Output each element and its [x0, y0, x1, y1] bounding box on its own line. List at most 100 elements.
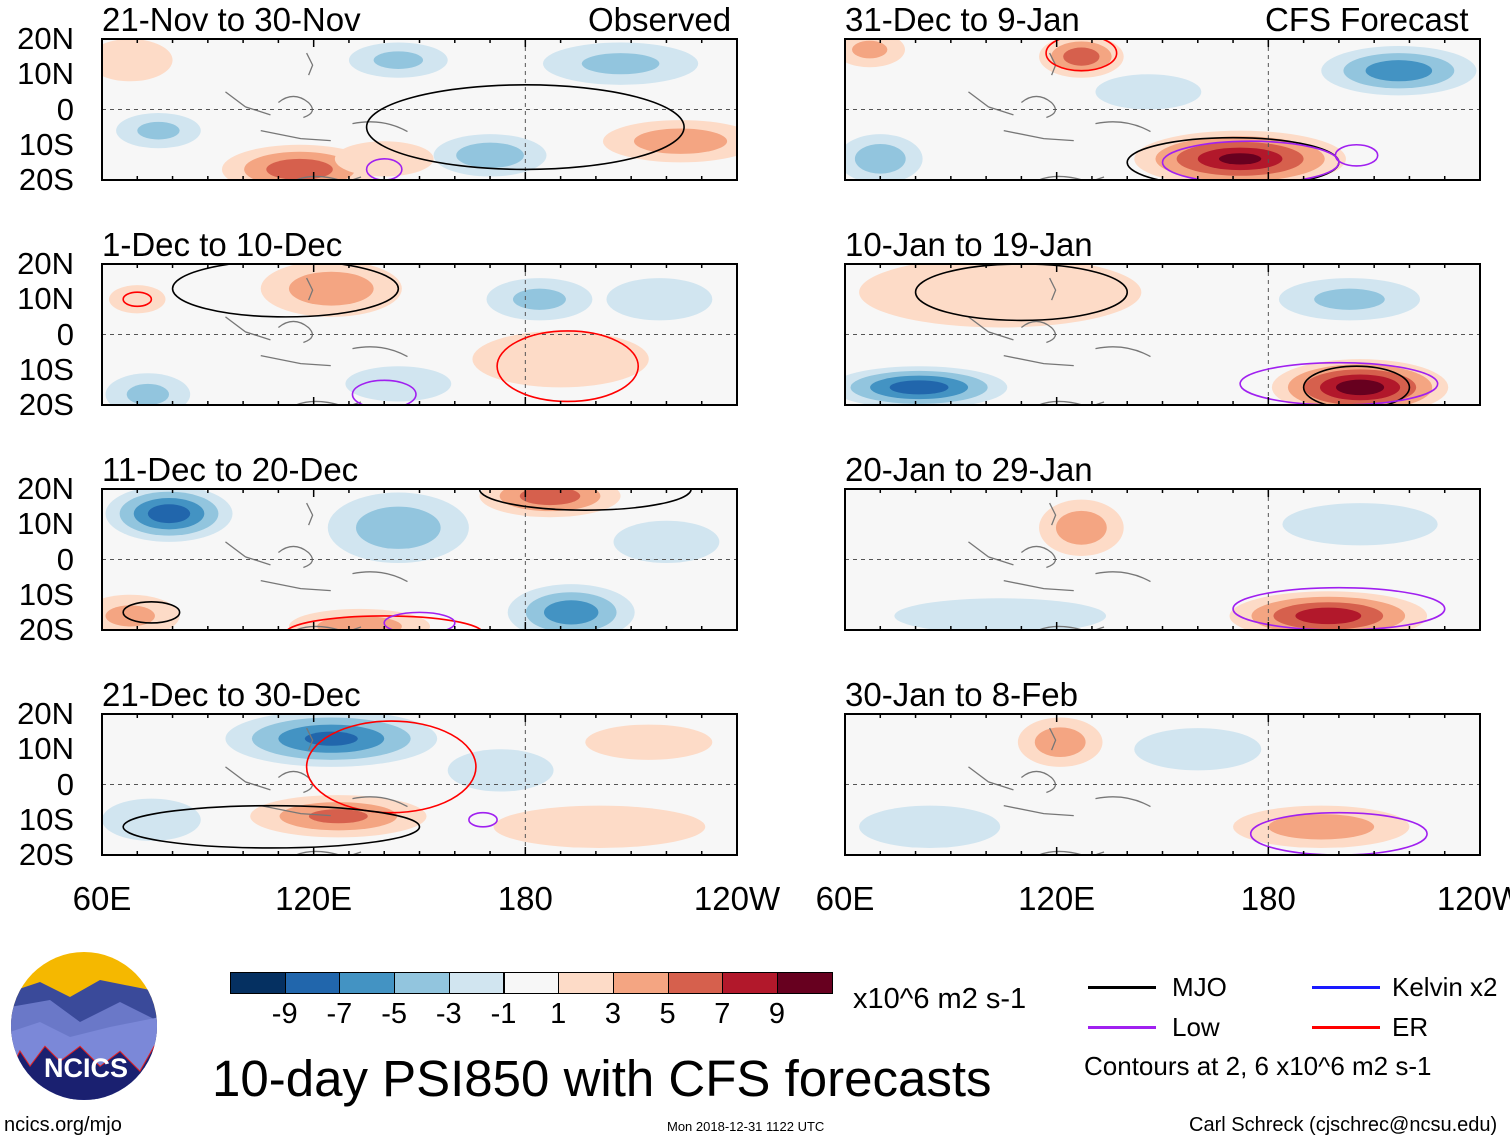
colorbar-label: -5 — [381, 998, 407, 1030]
negative-anomaly-shade — [345, 366, 452, 402]
panel-title: 30-Jan to 8-Feb — [845, 676, 1078, 713]
negative-anomaly-shade — [373, 51, 424, 69]
observed-label: Observed — [588, 1, 732, 38]
contour-low — [351, 379, 417, 405]
colorbar-label: -3 — [435, 998, 462, 1030]
negative-anomaly-shade — [356, 506, 441, 549]
negative-anomaly-shade — [889, 380, 949, 395]
colorbar-swatch — [448, 972, 505, 994]
colorbar-label: 1 — [550, 998, 567, 1030]
lon-tick-label: 120E — [275, 880, 353, 917]
map-panel — [101, 38, 738, 181]
lat-tick-label: 20N — [17, 21, 74, 56]
colorbar-swatch — [667, 972, 724, 994]
negative-anomaly-shade — [147, 504, 191, 524]
lon-tick-label: 180 — [497, 880, 553, 917]
coastline — [225, 502, 408, 630]
contour-note: Contours at 2, 6 x10^6 m2 s-1 — [1084, 1051, 1432, 1081]
contour-low — [365, 158, 403, 180]
negative-anomaly-shade — [894, 598, 1107, 630]
cfs-forecast-label: CFS Forecast — [1265, 1, 1469, 38]
coastline — [225, 277, 408, 405]
panel-title: 1-Dec to 10-Dec — [102, 226, 343, 263]
negative-anomaly-shade — [1282, 503, 1438, 546]
colorbar-swatch — [722, 972, 778, 994]
contour-er — [496, 330, 640, 403]
lon-tick-label: 120W — [1436, 880, 1510, 917]
lat-tick-label: 10N — [17, 506, 74, 542]
positive-anomaly-shade — [105, 605, 155, 627]
positive-anomaly-shade — [317, 615, 402, 630]
positive-anomaly-shade — [852, 40, 888, 59]
figure-title: 10-day PSI850 with CFS forecasts — [212, 1050, 992, 1107]
panel-title: 10-Jan to 19-Jan — [845, 226, 1093, 263]
contour-low — [1161, 140, 1340, 180]
map-panel — [844, 488, 1481, 631]
negative-anomaly-shade — [1095, 74, 1202, 110]
contour-mjo — [1302, 365, 1411, 405]
colorbar-swatch — [284, 972, 341, 994]
positive-anomaly-shade — [1268, 814, 1375, 840]
lat-tick-label: 0 — [56, 766, 74, 802]
contour-low — [383, 611, 456, 630]
lat-tick-label: 0 — [56, 316, 74, 352]
negative-anomaly-shade — [304, 731, 358, 746]
colorbar-label: -1 — [490, 998, 517, 1030]
colorbar-swatch — [394, 972, 450, 994]
positive-anomaly-shade — [1218, 153, 1262, 165]
colorbar-label: 7 — [714, 998, 731, 1030]
panel-title: 31-Dec to 9-Jan — [845, 1, 1080, 38]
contour-er — [122, 291, 153, 308]
negative-anomaly-shade — [859, 805, 1001, 848]
lat-tick-label: 10S — [18, 351, 74, 387]
legend-label-er: ER — [1392, 1012, 1429, 1042]
lat-tick-label: 10S — [18, 801, 74, 837]
positive-anomaly-shade — [585, 724, 713, 760]
map-panel — [101, 263, 738, 406]
negative-anomaly-shade — [854, 144, 906, 174]
contour-mjo — [171, 264, 400, 318]
panel-title: 11-Dec to 20-Dec — [102, 451, 359, 488]
lat-tick-label: 20N — [17, 471, 74, 506]
negative-anomaly-shade — [447, 749, 554, 792]
lat-tick-label: 10N — [17, 731, 74, 767]
units-label: x10^6 m2 s-1 — [853, 983, 1027, 1015]
legend-line-kelvin — [1312, 986, 1380, 989]
colorbar-label: 5 — [659, 998, 676, 1030]
legend-label-mjo: MJO — [1172, 972, 1227, 1002]
negative-anomaly-shade — [606, 278, 713, 321]
colorbar-label: 9 — [768, 998, 786, 1030]
lon-tick-label: 60E — [72, 880, 132, 917]
lat-tick-label: 0 — [56, 541, 74, 577]
colorbar-swatch — [558, 972, 614, 994]
negative-anomaly-shade — [137, 121, 180, 140]
lat-tick-label: 20N — [17, 246, 74, 281]
colorbar-swatch — [777, 972, 833, 994]
lat-tick-label: 20S — [18, 837, 74, 872]
contour-mjo — [365, 84, 685, 171]
panel-title: 20-Jan to 29-Jan — [845, 451, 1093, 488]
positive-anomaly-shade — [266, 158, 333, 180]
lat-tick-label: 20S — [18, 162, 74, 197]
positive-anomaly-shade — [1295, 607, 1362, 625]
legend-label-low: Low — [1172, 1012, 1220, 1042]
negative-anomaly-shade — [512, 288, 566, 310]
positive-anomaly-shade — [1055, 510, 1107, 545]
lat-tick-label: 20S — [18, 387, 74, 422]
contour-er — [1045, 39, 1118, 72]
coastline — [968, 727, 1151, 855]
negative-anomaly-shade — [613, 520, 720, 564]
negative-anomaly-shade — [1314, 288, 1385, 310]
footer-url[interactable]: ncics.org/mjo — [4, 1114, 122, 1136]
colorbar-swatch — [612, 972, 669, 994]
colorbar-swatch — [339, 972, 396, 994]
lon-tick-label: 60E — [815, 880, 875, 917]
lon-tick-label: 120W — [693, 880, 781, 917]
positive-anomaly-shade — [1336, 379, 1385, 396]
lat-tick-label: 10S — [18, 126, 74, 162]
legend-line-er — [1312, 1026, 1380, 1029]
legend-line-mjo — [1088, 986, 1156, 989]
positive-anomaly-shade — [493, 805, 706, 848]
map-panel — [101, 713, 738, 856]
